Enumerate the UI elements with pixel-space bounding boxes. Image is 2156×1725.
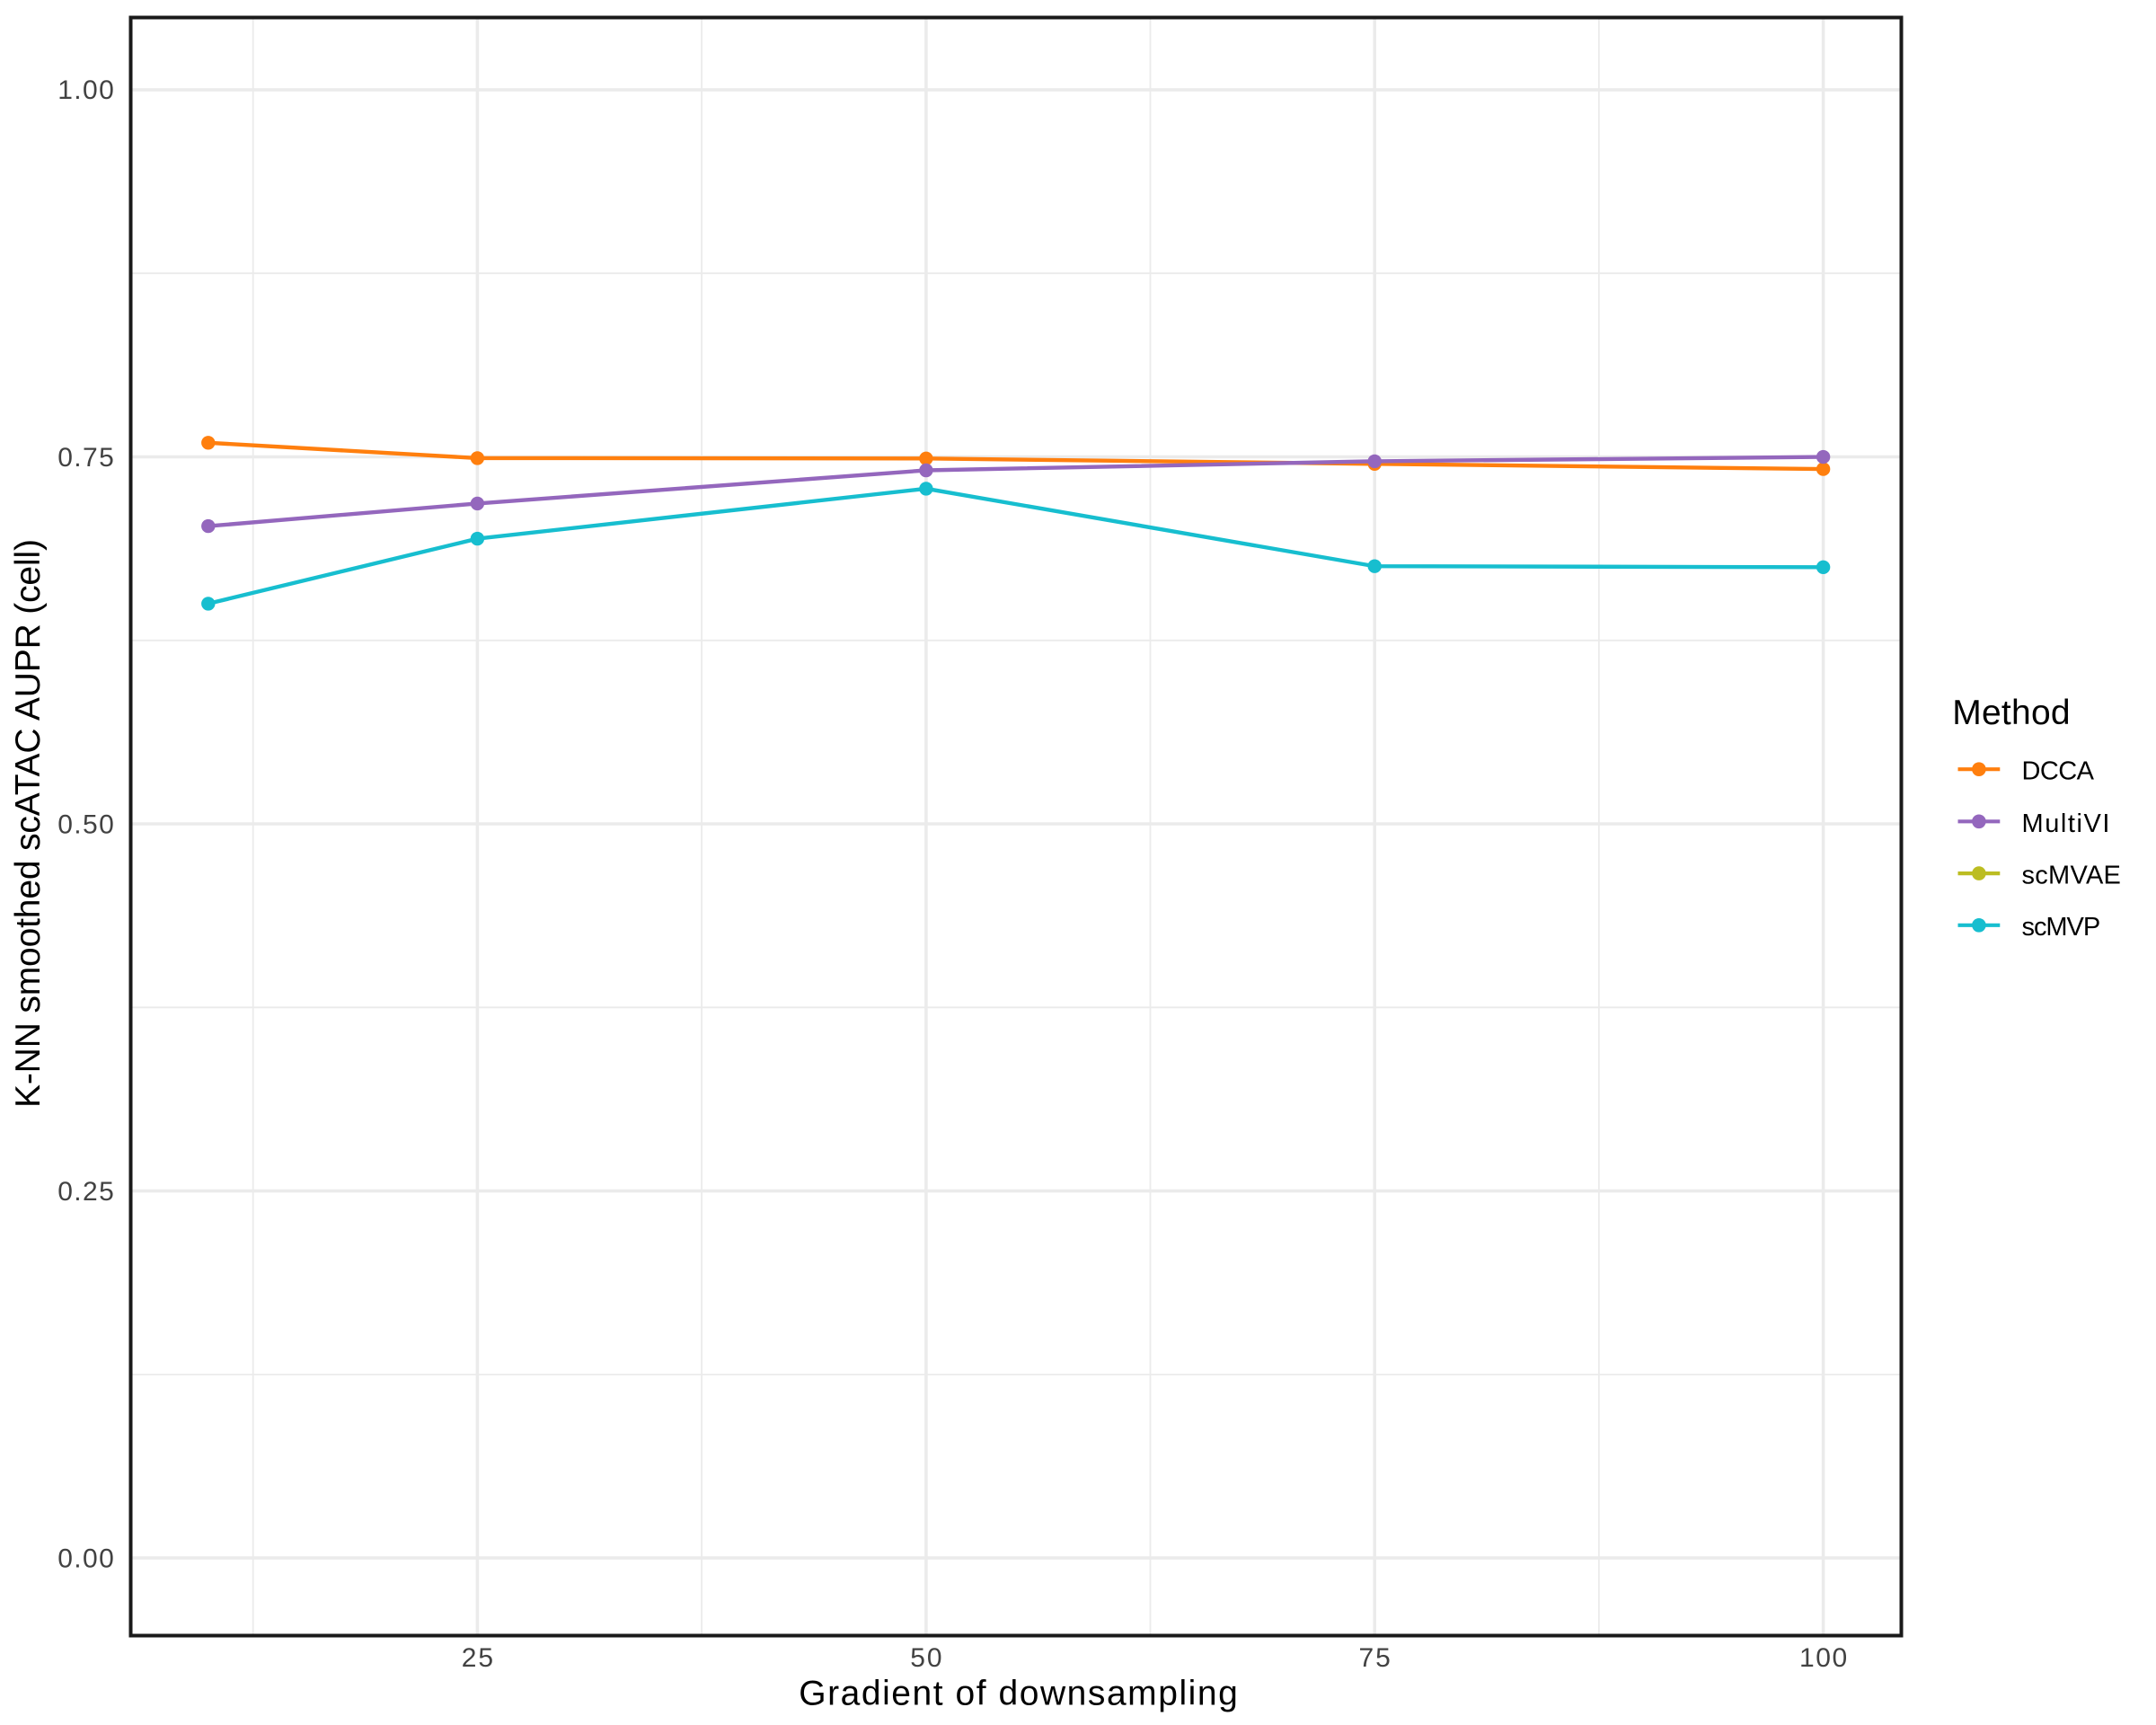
svg-text:0.75: 0.75	[57, 443, 114, 473]
svg-text:K-NN smoothed scATAC AUPR (cel: K-NN smoothed scATAC AUPR (cell)	[9, 539, 48, 1108]
svg-text:75: 75	[1359, 1643, 1391, 1673]
svg-text:100: 100	[1799, 1643, 1847, 1673]
svg-text:0.25: 0.25	[57, 1177, 114, 1207]
svg-text:50: 50	[910, 1643, 941, 1673]
svg-text:0.50: 0.50	[57, 809, 114, 839]
svg-text:1.00: 1.00	[57, 75, 114, 105]
svg-text:MultiVI: MultiVI	[2022, 809, 2110, 838]
svg-text:scMVAE: scMVAE	[2022, 862, 2121, 890]
svg-text:DCCA: DCCA	[2022, 757, 2095, 786]
svg-text:Method: Method	[1952, 694, 2070, 732]
svg-text:0.00: 0.00	[57, 1544, 114, 1573]
svg-text:scMVP: scMVP	[2022, 913, 2101, 942]
svg-text:25: 25	[462, 1643, 493, 1673]
